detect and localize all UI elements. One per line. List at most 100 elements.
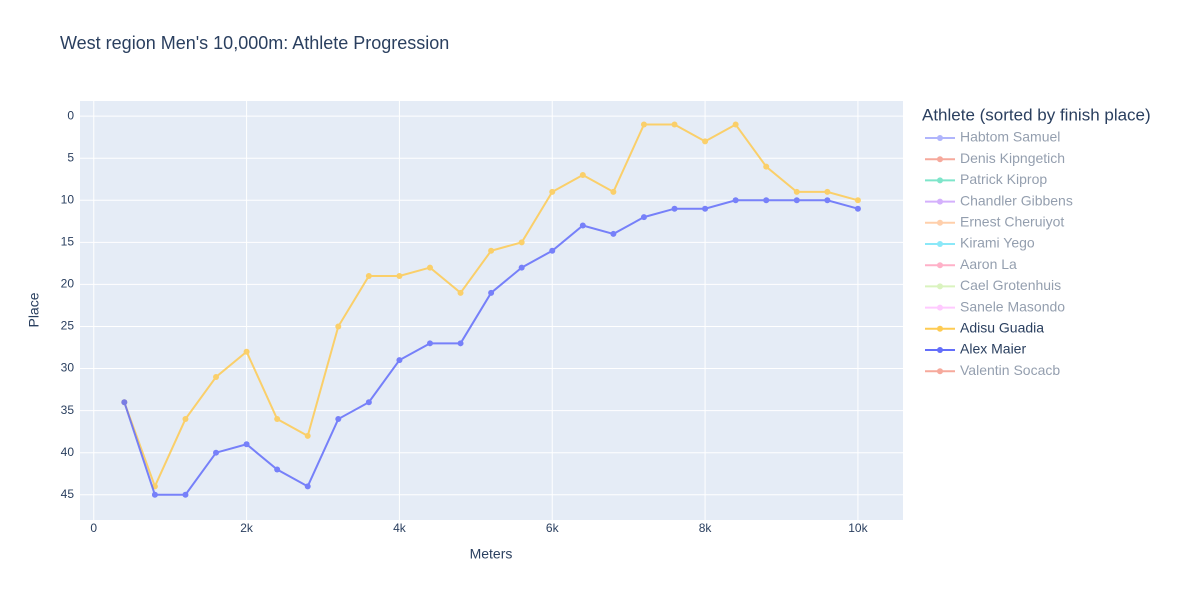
x-tick-label: 2k [240,521,254,535]
x-tick-label: 8k [699,521,713,535]
legend-item[interactable]: Sanele Masondo [925,298,1065,314]
marker [610,230,617,237]
legend-label: Chandler Gibbens [960,192,1073,208]
legend-marker [937,177,943,184]
marker [518,264,525,271]
marker [121,399,128,406]
marker [579,222,586,229]
legend-marker [937,198,943,205]
legend-marker [937,304,943,311]
marker [426,264,433,271]
legend-item[interactable]: Habtom Samuel [925,129,1060,145]
marker [274,466,281,473]
marker [213,373,220,380]
legend-item[interactable]: Ernest Cheruiyot [925,214,1064,230]
marker [304,483,311,490]
marker [549,188,556,195]
y-tick-label: 15 [61,235,75,249]
marker [182,416,189,423]
legend-label: Habtom Samuel [960,129,1060,145]
legend-label: Kirami Yego [960,235,1035,251]
marker [824,188,831,195]
marker [365,273,372,280]
y-tick-label: 25 [61,319,75,333]
marker [335,416,342,423]
y-tick-label: 5 [67,150,74,164]
legend-marker [937,325,943,332]
chart-title: West region Men's 10,000m: Athlete Progr… [60,33,449,53]
y-tick-label: 0 [67,108,74,122]
marker [335,323,342,330]
legend-label: Cael Grotenhuis [960,277,1061,293]
marker [304,432,311,439]
x-tick-label: 0 [90,521,97,535]
marker [488,289,495,296]
legend-item[interactable]: Valentin Socacb [925,362,1060,378]
y-tick-label: 45 [61,487,75,501]
marker [457,289,464,296]
marker [640,214,647,221]
legend-item[interactable]: Cael Grotenhuis [925,277,1061,293]
marker [640,121,647,128]
legend-item[interactable]: Denis Kipngetich [925,150,1065,166]
marker [763,163,770,170]
legend-item[interactable]: Patrick Kiprop [925,171,1047,187]
marker [213,449,220,456]
legend-marker [937,368,943,375]
marker [396,357,403,364]
marker [702,138,709,145]
plot-area [80,101,903,520]
y-tick-label: 20 [61,277,75,291]
marker [243,348,250,355]
y-tick-label: 30 [61,361,75,375]
legend-label: Aaron La [960,256,1017,272]
legend-label: Alex Maier [960,341,1026,357]
marker [671,205,678,212]
y-tick-label: 40 [61,445,75,459]
marker [182,491,189,498]
x-axis-label: Meters [470,546,513,562]
legend-item[interactable]: Alex Maier [925,341,1026,357]
y-tick-label: 35 [61,403,75,417]
legend-item[interactable]: Aaron La [925,256,1017,272]
marker [732,197,739,204]
marker [488,247,495,254]
marker [793,188,800,195]
marker [243,441,250,448]
marker [854,205,861,212]
legend-item[interactable]: Kirami Yego [925,235,1035,251]
legend-item[interactable]: Chandler Gibbens [925,192,1073,208]
legend-marker [937,262,943,269]
marker [426,340,433,347]
legend-marker [937,347,943,353]
marker [763,197,770,204]
marker [854,197,861,204]
legend-label: Sanele Masondo [960,298,1065,314]
legend-marker [937,135,943,141]
x-tick-label: 4k [393,521,407,535]
y-axis-label: Place [26,292,42,327]
marker [457,340,464,347]
marker [610,188,617,195]
marker [702,205,709,212]
legend-label: Valentin Socacb [960,362,1060,378]
marker [793,197,800,204]
legend-label: Adisu Guadia [960,320,1044,336]
legend-title: Athlete (sorted by finish place) [922,105,1151,124]
legend-marker [937,219,943,226]
marker [274,416,281,423]
legend-marker [937,283,943,290]
y-tick-label: 10 [61,192,75,206]
marker [518,239,525,246]
series [121,197,861,498]
legend-label: Ernest Cheruiyot [960,214,1064,230]
marker [579,172,586,179]
marker [396,273,403,280]
legend-label: Patrick Kiprop [960,171,1047,187]
marker [549,247,556,254]
marker [732,121,739,128]
legend-marker [937,156,943,163]
legend-item[interactable]: Adisu Guadia [925,320,1044,336]
marker [151,491,158,498]
